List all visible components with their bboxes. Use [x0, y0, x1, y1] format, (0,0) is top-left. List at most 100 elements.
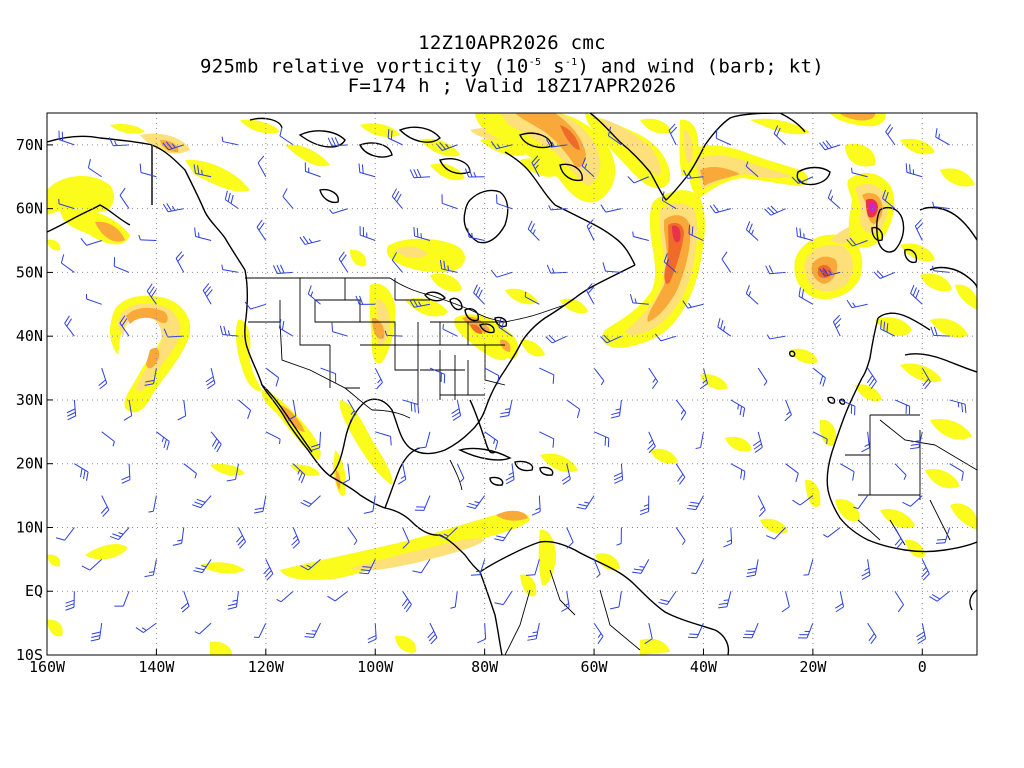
wind-barb	[494, 527, 513, 542]
wind-barb	[299, 235, 321, 245]
wind-barb	[192, 495, 212, 509]
plot-frame	[46, 112, 978, 656]
wind-barb	[148, 495, 157, 513]
wind-barb	[675, 463, 686, 485]
lon-label: 40W	[690, 658, 718, 676]
lon-label: 100W	[357, 658, 394, 676]
wind-barb	[610, 399, 622, 419]
lat-label: 30N	[16, 391, 43, 409]
wind-barb	[291, 527, 300, 549]
wind-barb	[902, 495, 923, 507]
wind-barb	[846, 299, 868, 309]
wind-barb	[496, 194, 513, 210]
wind-barb	[764, 205, 786, 216]
wind-barb	[682, 300, 704, 309]
wind-barb	[791, 176, 814, 184]
wind-barb	[709, 204, 731, 214]
wind-barb	[202, 283, 213, 305]
wind-barb	[477, 623, 487, 644]
wind-barb	[391, 188, 403, 209]
wind-barb	[98, 367, 108, 390]
wind-barb	[221, 264, 239, 273]
wind-barb	[527, 220, 540, 241]
wind-barb	[527, 623, 540, 641]
wind-barb	[916, 623, 927, 645]
wind-barb	[561, 591, 570, 612]
wind-barb	[300, 495, 321, 507]
title-line-2: 925mb relative vorticity (10-5 s-1) and …	[0, 53, 1024, 76]
wind-barb	[139, 163, 157, 178]
wind-barb	[287, 399, 297, 421]
wind-barb	[58, 198, 75, 210]
wind-barb	[224, 190, 239, 210]
wind-barb	[861, 559, 871, 581]
wind-barb	[451, 399, 462, 421]
wind-barb	[798, 287, 814, 305]
wind-barb	[796, 227, 814, 242]
wind-barb	[524, 291, 540, 305]
wind-barb	[101, 431, 115, 447]
lon-label: 160W	[29, 658, 66, 676]
wind-barb	[663, 253, 677, 273]
wind-barb	[539, 367, 555, 384]
wind-barb	[278, 319, 294, 337]
wind-barb	[256, 219, 267, 241]
wind-barb	[873, 270, 896, 279]
lat-label: 10S	[16, 646, 43, 664]
wind-barb	[464, 168, 485, 178]
wind-barb	[114, 591, 130, 607]
wind-barb	[699, 367, 708, 390]
wind-barb	[576, 495, 595, 510]
wind-barb	[812, 431, 828, 445]
wind-barb	[257, 155, 267, 178]
wind-barb	[355, 295, 376, 305]
lat-label: 40N	[16, 327, 43, 345]
wind-barb	[226, 463, 239, 482]
wind-barb	[757, 495, 766, 517]
wind-barb	[80, 237, 102, 246]
wind-barb	[374, 367, 383, 390]
wind-barb	[894, 399, 911, 416]
wind-barb	[439, 259, 458, 273]
wind-barb	[90, 623, 103, 642]
lon-label: 60W	[581, 658, 609, 676]
wind-barb	[695, 431, 704, 449]
lat-label: 60N	[16, 200, 43, 218]
lat-label: 70N	[16, 136, 43, 154]
wind-barb	[781, 591, 790, 613]
wind-barb	[742, 622, 759, 639]
wind-barb	[470, 559, 486, 576]
wind-barb	[581, 157, 595, 178]
wind-barb	[359, 559, 376, 575]
wind-barb	[717, 318, 732, 337]
wind-barb	[304, 622, 321, 638]
wind-barb	[437, 527, 458, 540]
wind-barb	[292, 463, 306, 484]
wind-barb	[194, 227, 212, 242]
wind-barb	[910, 284, 923, 305]
wind-barb	[60, 254, 75, 273]
wind-barb	[55, 527, 75, 541]
wind-barb	[610, 591, 622, 610]
wind-barb	[409, 168, 430, 179]
wind-barb	[144, 559, 157, 578]
title-block: 12Z10APR2026 cmc 925mb relative vorticit…	[0, 33, 1024, 96]
wind-barb	[894, 590, 904, 613]
wind-barb	[414, 495, 431, 511]
wind-barb	[100, 495, 110, 517]
wind-barb	[320, 367, 337, 383]
wind-barb	[840, 399, 856, 416]
wind-barb	[66, 399, 77, 421]
plot-area	[47, 113, 977, 655]
wind-barb	[929, 590, 950, 602]
wind-barb	[715, 129, 732, 146]
wind-barb	[263, 559, 274, 581]
wind-barb	[593, 559, 601, 578]
wind-barb	[359, 226, 376, 241]
wind-barb	[473, 284, 486, 305]
wind-barb	[331, 322, 349, 337]
wind-barb	[721, 251, 732, 273]
wind-barb	[545, 334, 567, 344]
wind-barb	[797, 622, 814, 639]
wind-barb	[717, 591, 732, 609]
